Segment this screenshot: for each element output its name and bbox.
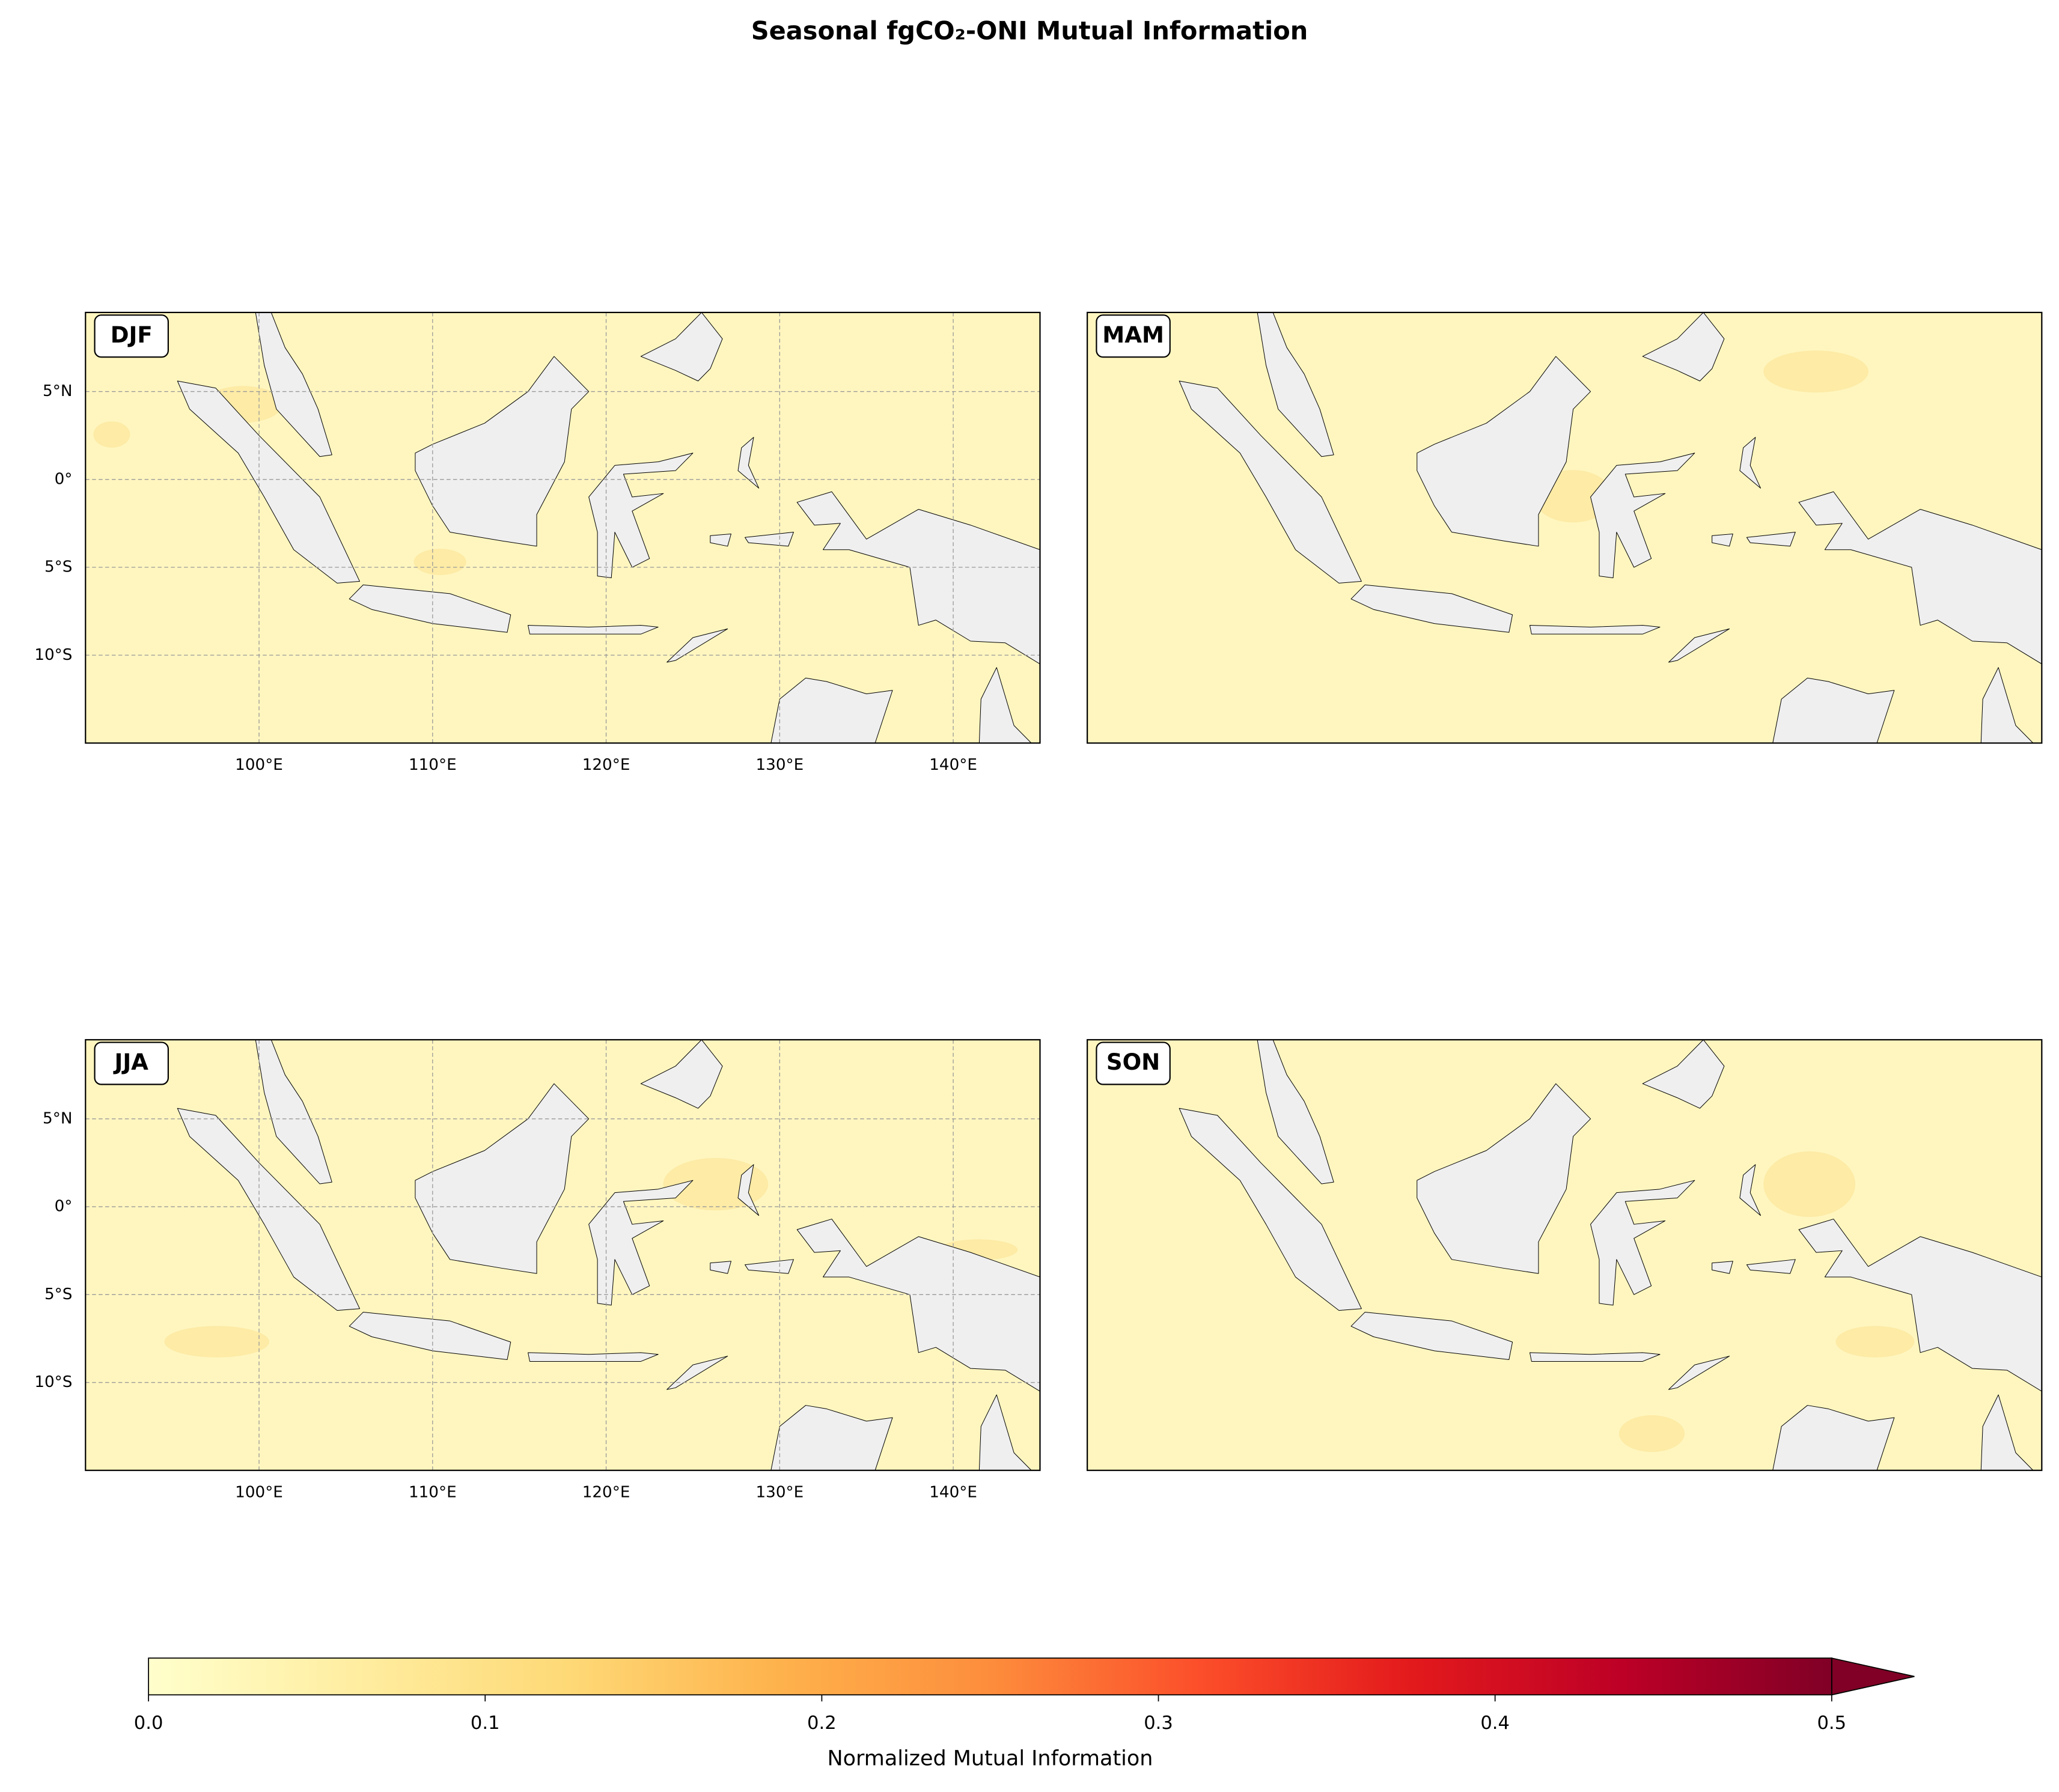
field-patch <box>1835 1326 1915 1358</box>
panel-label-box <box>94 1041 169 1085</box>
panel-label: DJF <box>111 322 153 348</box>
y-tick-label: 5°N <box>43 382 72 400</box>
x-tick-label: 110°E <box>409 756 457 774</box>
field-patch <box>1763 1151 1856 1218</box>
field-patch <box>1763 350 1868 393</box>
colorbar-gradient <box>148 1658 1832 1695</box>
field-patch <box>93 421 130 448</box>
colorbar-tick-label: 0.2 <box>807 1713 837 1734</box>
colorbar-tick-label: 0.4 <box>1480 1713 1510 1734</box>
map-area <box>85 1040 1040 1470</box>
y-tick-label: 10°S <box>34 646 72 664</box>
x-tick-label: 120°E <box>582 756 630 774</box>
map-area <box>85 312 1040 743</box>
panel-label-box <box>1096 1041 1171 1085</box>
x-tick-label: 130°E <box>755 756 804 774</box>
colorbar-tick-label: 0.3 <box>1144 1713 1173 1734</box>
field-patch <box>164 1326 270 1358</box>
map-area <box>1087 312 2042 743</box>
y-tick-label: 0° <box>55 470 73 488</box>
panel-label-box <box>94 314 169 358</box>
panel-label: SON <box>1106 1049 1160 1075</box>
x-tick-label: 110°E <box>409 1483 457 1501</box>
panel-frame <box>85 311 1041 744</box>
panels: 100°E 110°E 120°E 130°E 140°E 5°N 0° 5°S 10°S DJF… <box>34 311 2043 1501</box>
map-area <box>1087 1040 2042 1470</box>
y-tick-label: 5°N <box>43 1109 72 1127</box>
panel-frame <box>1087 311 2043 744</box>
y-tick-label: 5°S <box>44 1285 72 1303</box>
x-tick-label: 100°E <box>235 1483 283 1501</box>
x-tick-label: 140°E <box>929 756 977 774</box>
x-tick-label: 130°E <box>755 1483 804 1501</box>
colorbar-tick-label: 0.5 <box>1817 1713 1846 1734</box>
x-tick-label: 140°E <box>929 1483 977 1501</box>
y-tick-label: 5°S <box>44 558 72 576</box>
colorbar-tick-label: 0.1 <box>471 1713 500 1734</box>
y-tick-label: 0° <box>55 1198 73 1216</box>
panel-label: MAM <box>1102 322 1164 348</box>
panel-frame <box>85 1039 1041 1471</box>
panel-label: JJA <box>113 1049 149 1075</box>
panel-frame <box>1087 1039 2043 1471</box>
map-panel: SON <box>1087 1039 2043 1471</box>
x-tick-label: 120°E <box>582 1483 630 1501</box>
panel-label-box <box>1096 314 1171 358</box>
field-patch <box>413 549 466 575</box>
colorbar-extend <box>1831 1657 1915 1696</box>
colorbar-label: Normalized Mutual Information <box>828 1746 1153 1770</box>
colorbar-frame <box>148 1657 1832 1696</box>
map-panel: 100°E 110°E 120°E 130°E 140°E 5°N 0° 5°S 10°S JJA <box>34 1039 1041 1501</box>
colorbar-tick-label: 0.0 <box>134 1713 163 1734</box>
y-tick-label: 10°S <box>34 1373 72 1391</box>
field-patch <box>1618 1415 1685 1452</box>
x-tick-label: 100°E <box>235 756 283 774</box>
map-panel: 100°E 110°E 120°E 130°E 140°E 5°N 0° 5°S 10°S DJF <box>34 311 1041 774</box>
colorbar: 0.0 0.1 0.2 0.3 0.4 0.5 Normalized Mutual Info… <box>134 1657 1915 1770</box>
map-panel: MAM <box>1087 311 2043 744</box>
figure-title: Seasonal fgCO₂-ONI Mutual Information <box>751 16 1308 46</box>
